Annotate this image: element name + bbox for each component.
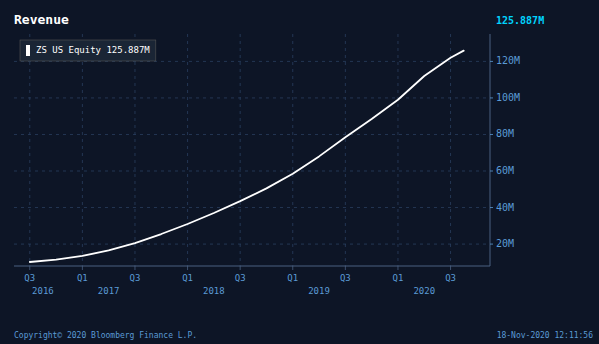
- y-tick-label: 100M: [496, 92, 520, 103]
- y-tick-label: 120M: [496, 55, 520, 66]
- year-label: 2020: [413, 286, 435, 296]
- footer-text: 18-Nov-2020 12:11:56: [497, 331, 594, 340]
- y-tick-label: 40M: [496, 202, 514, 213]
- x-grid-line: [397, 34, 398, 266]
- revenue-line: [30, 51, 464, 262]
- x-tick-label: Q3: [340, 273, 351, 283]
- y-grid-line: [14, 134, 490, 135]
- x-tick: [450, 266, 451, 270]
- y-axis: [490, 34, 491, 266]
- x-grid-line: [345, 34, 346, 266]
- y-tick: [490, 244, 493, 245]
- x-grid-line: [82, 34, 83, 266]
- legend-box: [20, 40, 156, 61]
- y-tick-label: 60M: [496, 165, 514, 176]
- x-grid-line: [450, 34, 451, 266]
- x-tick-label: Q3: [445, 273, 456, 283]
- legend: ZS US Equity 125.887M: [20, 40, 156, 61]
- x-grid-line: [29, 34, 30, 266]
- x-tick-label: Q1: [182, 273, 193, 283]
- footer-text: Copyright© 2020 Bloomberg Finance L.P.: [14, 331, 197, 340]
- year-label: 2019: [308, 286, 330, 296]
- x-tick-label: Q3: [24, 273, 35, 283]
- year-label: 2016: [32, 286, 54, 296]
- x-tick-label: Q1: [77, 273, 88, 283]
- plot-area: [30, 51, 464, 262]
- year-label: 2018: [203, 286, 225, 296]
- y-tick-label: 80M: [496, 128, 514, 139]
- legend-entry: ZS US Equity 125.887M: [36, 45, 150, 55]
- x-grid-line: [134, 34, 135, 266]
- x-grid-line: [187, 34, 188, 266]
- x-tick-label: Q3: [130, 273, 141, 283]
- y-grid-line: [14, 97, 490, 98]
- y-grid-line: [14, 207, 490, 208]
- last-value-tag: 125.887M: [496, 15, 544, 26]
- x-tick: [187, 266, 188, 270]
- x-tick: [240, 266, 241, 270]
- y-tick: [490, 61, 493, 62]
- x-tick: [82, 266, 83, 270]
- grid: [14, 34, 490, 266]
- y-tick: [490, 207, 493, 208]
- y-grid-line: [14, 171, 490, 172]
- x-tick: [29, 266, 30, 270]
- y-tick: [490, 171, 493, 172]
- year-label: 2017: [98, 286, 120, 296]
- x-tick: [397, 266, 398, 270]
- x-tick-label: Q1: [393, 273, 404, 283]
- x-grid-line: [292, 34, 293, 266]
- x-tick: [134, 266, 135, 270]
- x-grid-line: [240, 34, 241, 266]
- x-tick: [345, 266, 346, 270]
- background: [0, 0, 599, 344]
- x-tick-label: Q3: [235, 273, 246, 283]
- chart: 20M 40M 60M 80M 100M 120M Q3 Q1 Q3 Q1 Q3 Q1 Q3 Q1 Q3 Re…: [0, 0, 599, 344]
- y-tick-label: 20M: [496, 238, 514, 249]
- y-tick: [490, 97, 493, 98]
- y-grid-line: [14, 244, 490, 245]
- y-tick: [490, 134, 493, 135]
- x-axis: [14, 266, 490, 267]
- title: Revenue: [14, 12, 69, 27]
- legend-swatch: [26, 45, 30, 56]
- x-tick-label: Q1: [287, 273, 298, 283]
- x-tick: [292, 266, 293, 270]
